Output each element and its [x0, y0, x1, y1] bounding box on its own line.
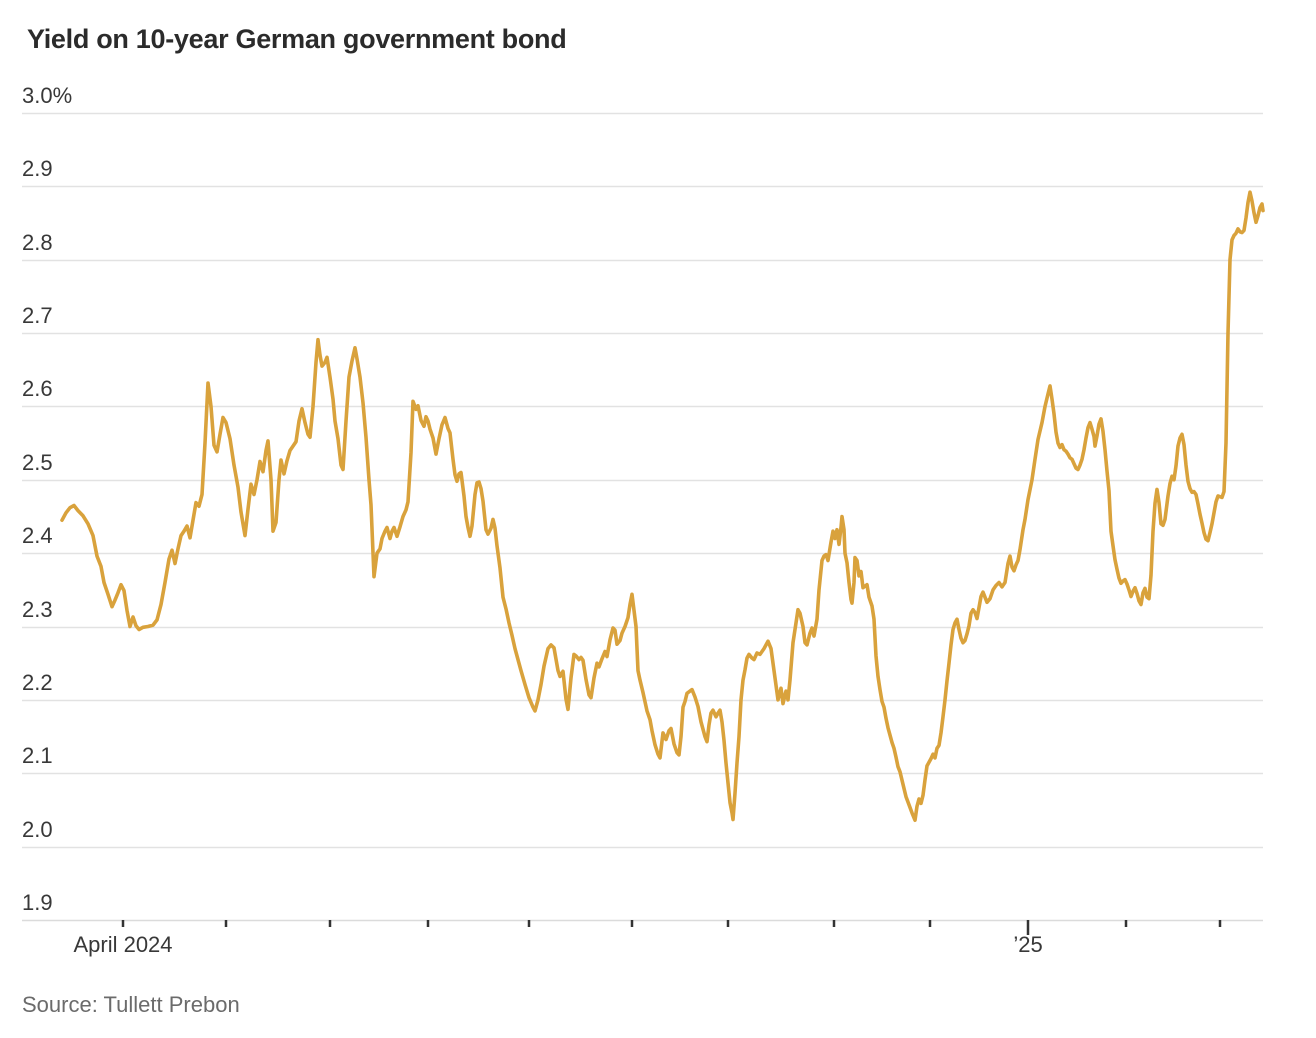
- y-axis-label: 2.7: [22, 302, 53, 328]
- yield-line-series: [60, 190, 1265, 823]
- y-axis-label: 2.1: [22, 742, 53, 768]
- page-title: Yield on 10-year German government bond: [27, 24, 567, 54]
- y-axis-label: 2.0: [22, 816, 53, 842]
- source-note: Source: Tullett Prebon: [22, 992, 240, 1017]
- y-axis-label: 2.8: [22, 229, 53, 255]
- y-axis-label: 2.6: [22, 375, 53, 401]
- y-axis-label: 2.2: [22, 669, 53, 695]
- y-axis-label: 2.5: [22, 449, 53, 475]
- y-axis-label: 3.0%: [22, 82, 73, 108]
- y-axis-label: 2.3: [22, 596, 53, 622]
- x-axis-label: ’25: [1013, 932, 1043, 957]
- y-axis-label: 1.9: [22, 889, 53, 915]
- x-axis-label: April 2024: [73, 932, 173, 957]
- y-axis-label: 2.4: [22, 522, 53, 548]
- y-axis-label: 2.9: [22, 155, 53, 181]
